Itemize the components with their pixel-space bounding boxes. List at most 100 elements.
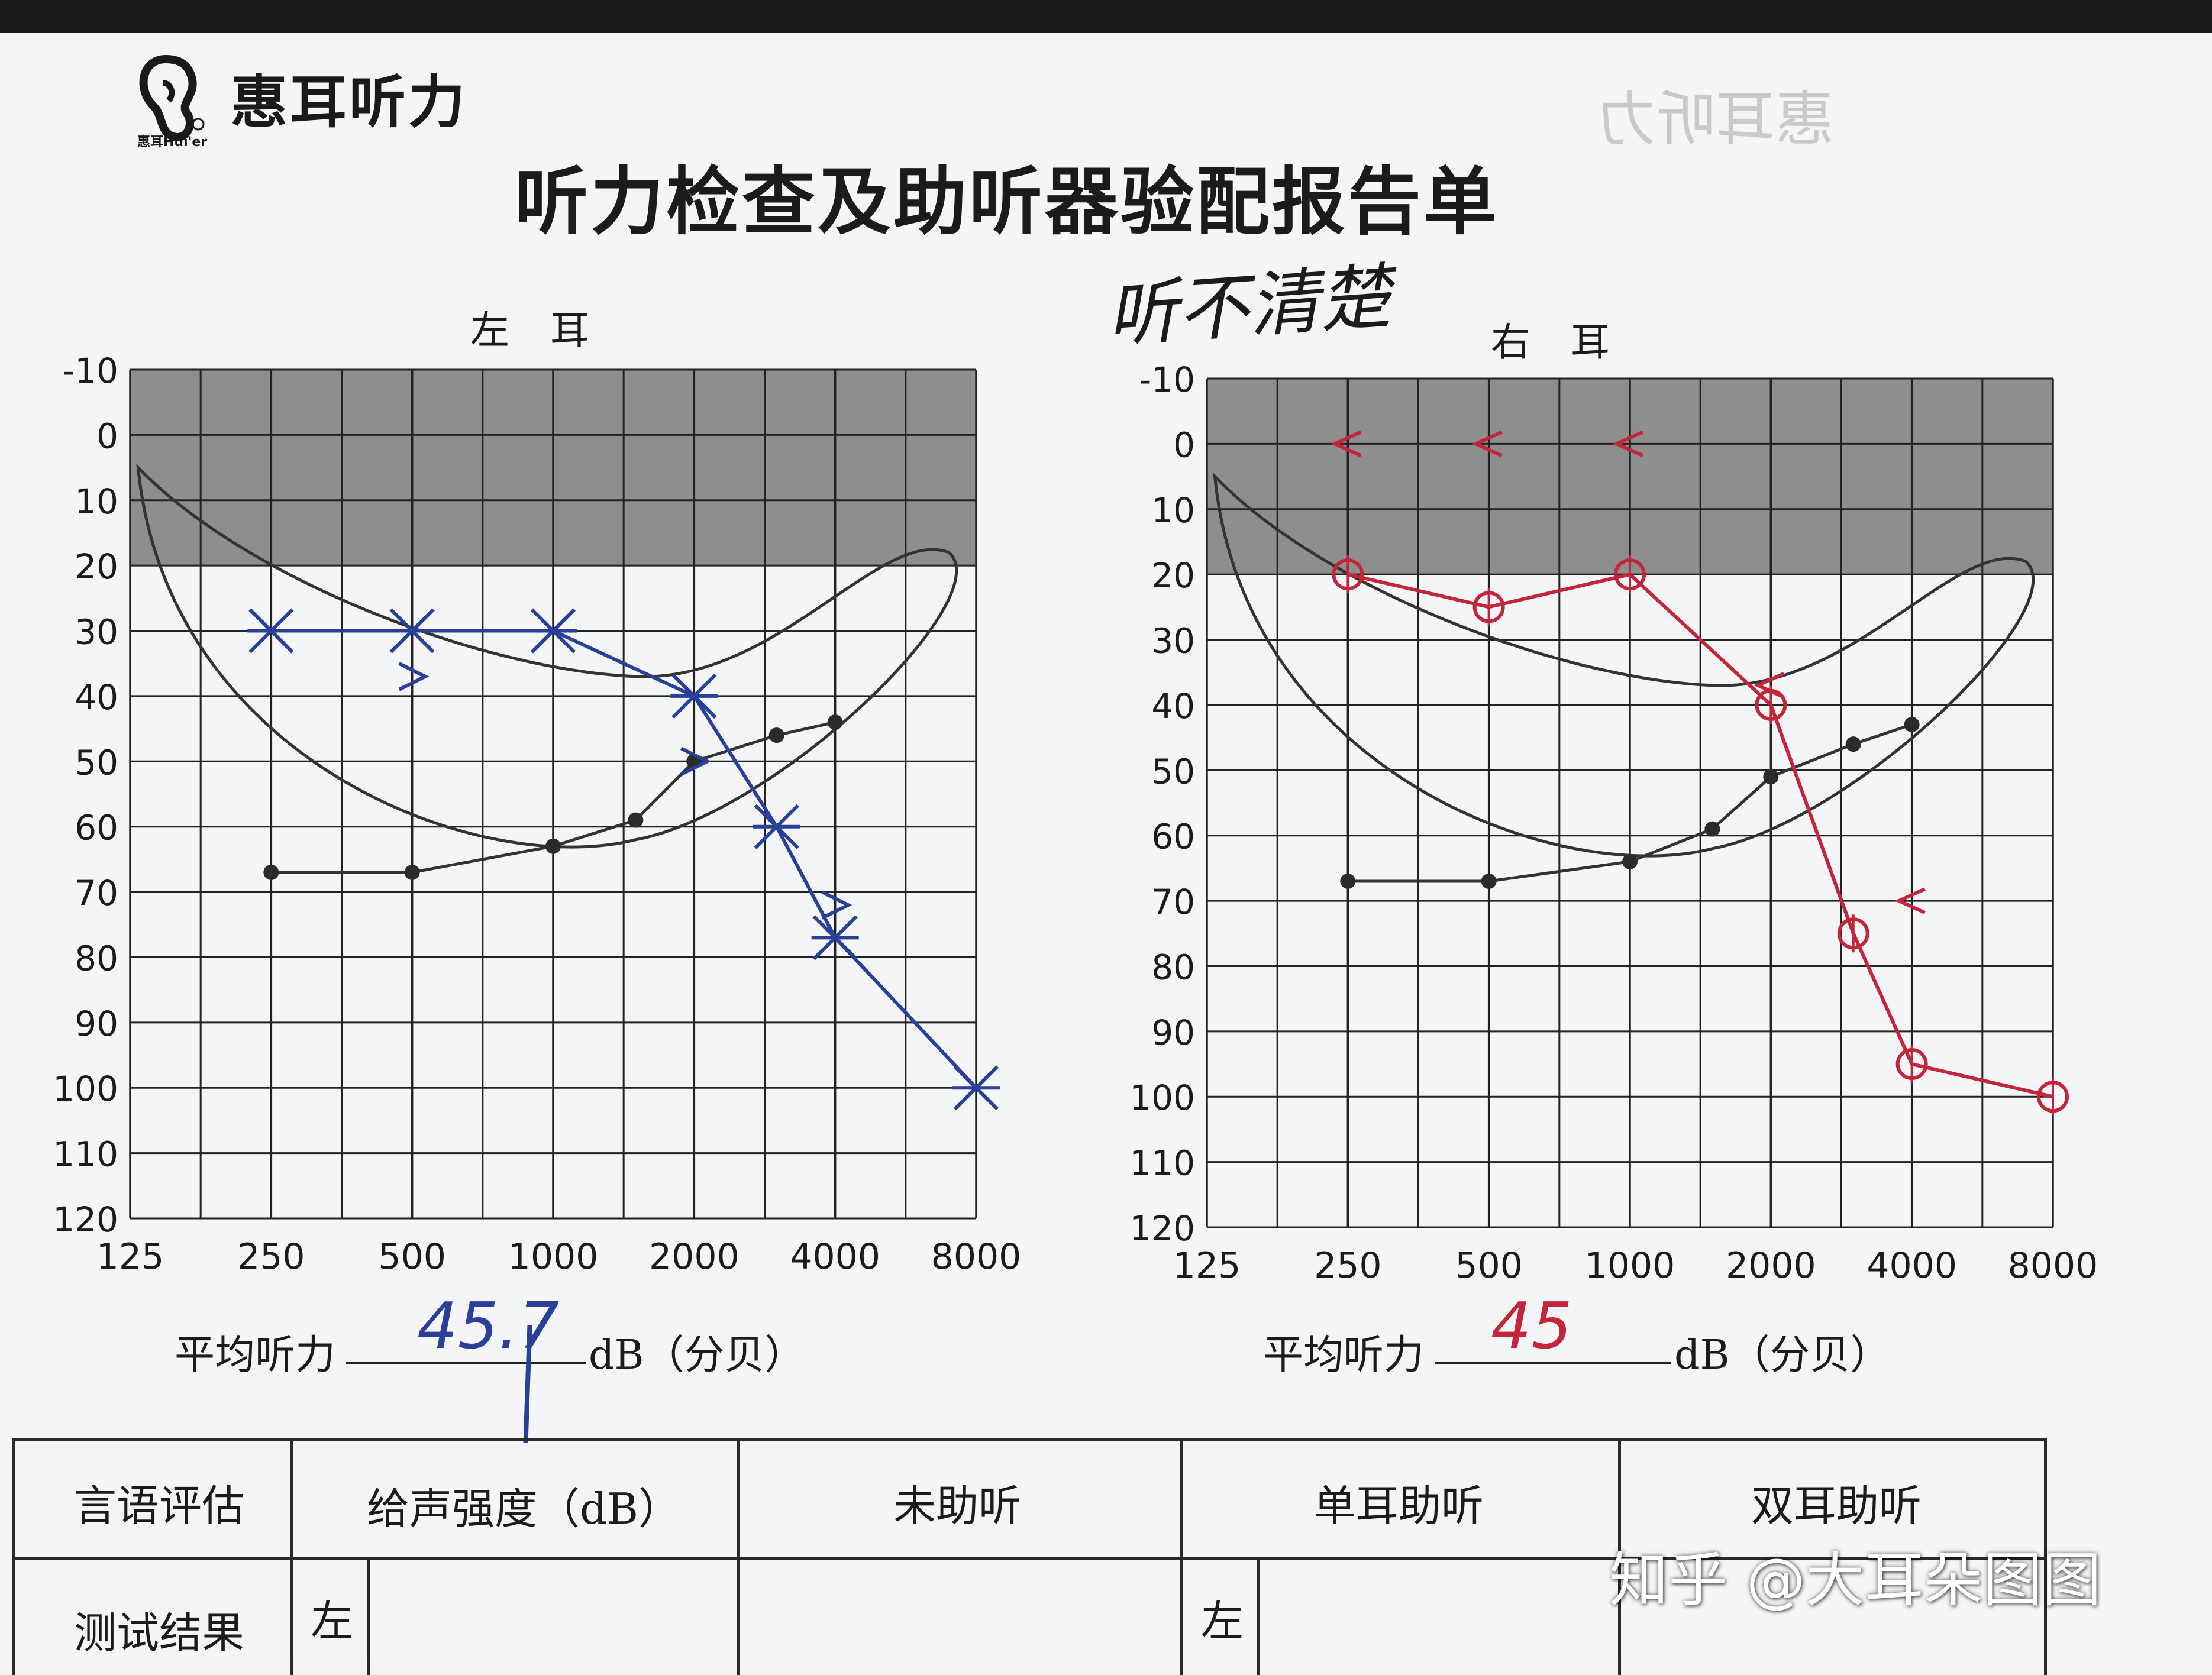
reference-curve-point (1481, 873, 1497, 889)
bone-conduction-right-point (398, 662, 430, 691)
x-mark (670, 673, 718, 719)
bone-conduction-left-point (1331, 430, 1362, 458)
y-tick-label: 120 (1129, 1208, 1195, 1249)
y-tick-label: 30 (1151, 621, 1195, 661)
reference-curve-point (827, 714, 843, 730)
top-dark-edge (0, 0, 2212, 35)
y-tick-label: 100 (1129, 1078, 1195, 1118)
air-conduction-x-point (388, 608, 436, 654)
x-tick-label: 125 (1173, 1245, 1241, 1286)
y-tick-label: -10 (62, 351, 118, 391)
x-mark (811, 915, 859, 961)
x-mark (753, 804, 800, 849)
y-tick-label: 10 (75, 481, 118, 522)
brand-logo-icon (139, 54, 205, 141)
y-tick-label: 30 (75, 612, 118, 652)
y-tick-label: 120 (53, 1199, 118, 1240)
x-tick-label: 4000 (1867, 1245, 1957, 1286)
y-tick-label: 50 (1151, 751, 1195, 791)
air-conduction-o-point (1895, 1045, 1928, 1084)
y-tick-label: -10 (1139, 360, 1195, 400)
reference-curve-point (768, 727, 784, 743)
left-average-value: 45.7 (417, 1289, 560, 1363)
left-average-underline (346, 1362, 586, 1364)
table-cell-left: 左 (1201, 1596, 1244, 1646)
right-ear-label: 右 耳 (1491, 319, 1624, 365)
right-average-underline (1435, 1362, 1671, 1364)
left-ear-label: 左 耳 (470, 308, 603, 353)
bone-conduction-left-point (1894, 887, 1926, 914)
table-border (290, 1438, 293, 1675)
air-conduction-x-point (247, 608, 295, 654)
table-border (1618, 1438, 1621, 1675)
table-border (1180, 1438, 1183, 1675)
bone-conduction-right-point (680, 746, 712, 776)
y-tick-label: 0 (1173, 425, 1195, 465)
reference-curve-point (1622, 853, 1638, 869)
table-border (12, 1438, 15, 1675)
y-tick-label: 40 (1151, 686, 1195, 726)
y-tick-label: 80 (1151, 947, 1195, 987)
reference-curve-point (1340, 873, 1356, 889)
y-tick-label: 80 (75, 938, 118, 978)
reference-curve-point (545, 838, 561, 854)
table-border (2044, 1438, 2047, 1675)
y-tick-label: 110 (1129, 1143, 1195, 1184)
bleed-through-brand: 惠耳听力 (1597, 85, 1834, 154)
reference-curve-point (1845, 736, 1861, 752)
right-average-value: 45 (1491, 1289, 1572, 1363)
x-mark (529, 608, 577, 654)
x-tick-label: 8000 (2008, 1245, 2098, 1286)
air-conduction-o-point (1837, 914, 1869, 953)
x-tick-label: 2000 (649, 1236, 740, 1278)
bone-conduction-left-point (1471, 430, 1503, 458)
y-tick-label: 60 (75, 808, 118, 848)
y-tick-label: 70 (1151, 882, 1195, 922)
brand-subtitle: 惠耳Hui'er (137, 135, 208, 150)
reference-curve-point (263, 864, 279, 880)
reference-curve-point (1763, 769, 1779, 785)
x-mark (247, 608, 295, 654)
bone-conduction-left-point (1612, 430, 1644, 458)
speech-evaluation-table: 言语评估 给声强度（dB） 未助听 单耳助听 双耳助听 测试结果 左 左 (12, 1438, 2047, 1675)
x-tick-label: 8000 (931, 1236, 1022, 1278)
y-tick-label: 110 (53, 1134, 118, 1175)
table-header-binaural: 双耳助听 (1751, 1481, 1922, 1531)
y-tick-label: 50 (75, 742, 118, 782)
y-tick-label: 60 (1151, 817, 1195, 857)
y-tick-label: 10 (1151, 490, 1195, 531)
y-tick-label: 40 (75, 677, 118, 717)
x-tick-label: 125 (96, 1236, 164, 1278)
x-tick-label: 500 (378, 1236, 446, 1278)
y-tick-label: 20 (75, 547, 118, 587)
x-tick-label: 4000 (790, 1236, 880, 1278)
y-tick-label: 70 (75, 873, 118, 913)
reference-curve-point (628, 812, 644, 828)
left-average-label: 平均听力 (175, 1332, 336, 1379)
air-conduction-o-point (1332, 555, 1364, 594)
reference-curve-point (1904, 717, 1920, 733)
watermark: 知乎 @大耳朵图图 (1609, 1545, 2101, 1615)
table-row-label: 测试结果 (74, 1608, 245, 1658)
table-header-intensity: 给声强度（dB） (367, 1484, 682, 1534)
table-border (367, 1557, 370, 1675)
left-average-unit: dB（分贝） (589, 1332, 805, 1379)
air-conduction-x-point (670, 673, 718, 719)
table-row-divider (12, 1557, 2047, 1560)
bone-conduction-right-point (821, 890, 852, 920)
right-average-label: 平均听力 (1263, 1332, 1425, 1379)
right-average-unit: dB（分贝） (1674, 1332, 1891, 1379)
table-header-monaural: 单耳助听 (1313, 1481, 1484, 1531)
air-conduction-o-point (1614, 555, 1646, 594)
air-conduction-o-point (1472, 588, 1505, 626)
x-tick-label: 500 (1455, 1245, 1523, 1286)
table-border (1257, 1557, 1260, 1675)
air-conduction-o-point (2037, 1078, 2069, 1116)
table-cell-left: 左 (311, 1596, 354, 1646)
x-tick-label: 1000 (1585, 1245, 1675, 1286)
air-conduction-x-point (529, 608, 577, 654)
reference-curve-point (404, 864, 420, 880)
